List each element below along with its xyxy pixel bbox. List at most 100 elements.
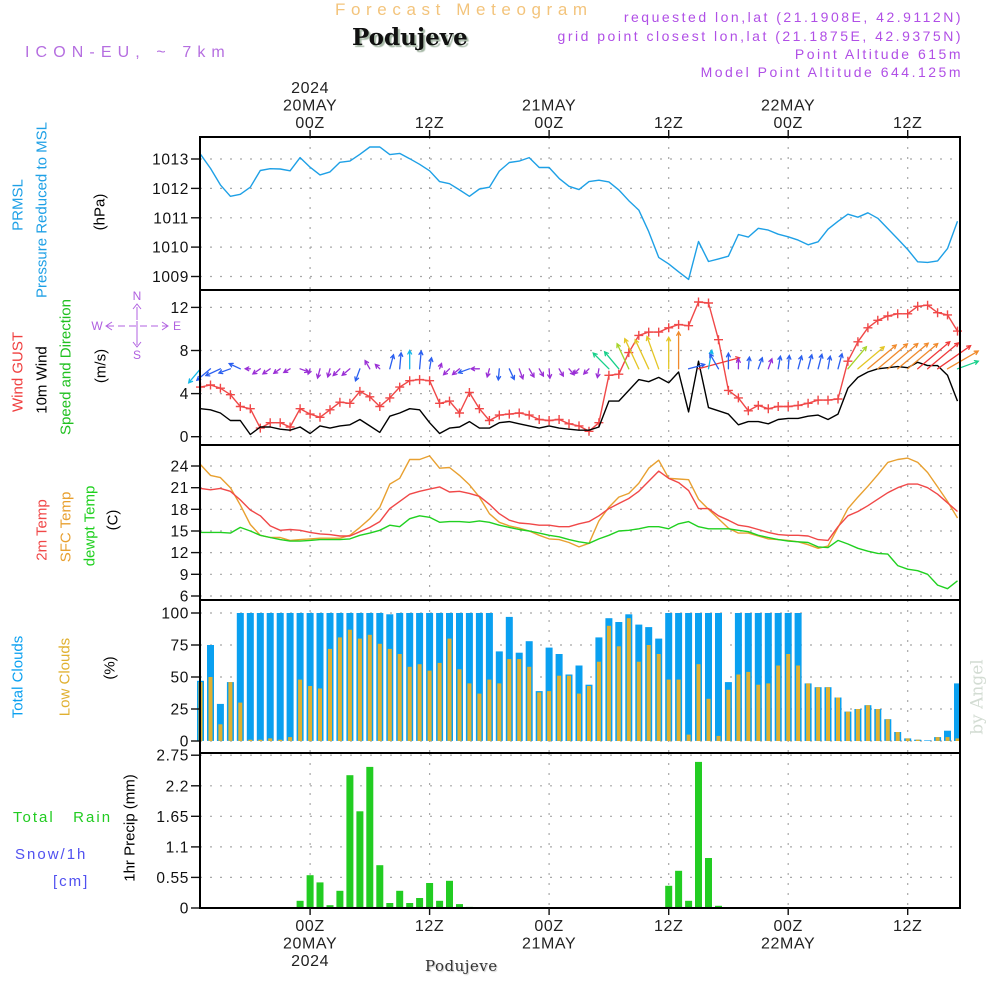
bar-low-clouds [248, 739, 253, 741]
wind-arrow-icon [645, 335, 660, 370]
bar-low-clouds [626, 618, 631, 741]
y-tick-label: 0 [180, 901, 189, 918]
gust-marker [873, 315, 883, 325]
y-tick-label: 0.55 [156, 870, 189, 887]
gust-marker [415, 375, 425, 385]
wind-arrow-icon [595, 368, 601, 379]
compass-south-arrowhead [132, 341, 142, 348]
bar-low-clouds [457, 669, 462, 741]
bar-low-clouds [816, 687, 821, 741]
wind-arrow-icon [261, 368, 271, 375]
wind-arrow-icon [603, 350, 620, 370]
bar-low-clouds [676, 679, 681, 741]
bar-low-clouds [367, 634, 372, 741]
bar-low-clouds [666, 679, 671, 741]
gust-marker [365, 392, 375, 402]
bar-low-clouds [836, 697, 840, 741]
time-label-top: 12Z [415, 115, 444, 132]
bar-low-clouds [337, 637, 342, 741]
bar-low-clouds [636, 661, 641, 741]
bar-total-rain [376, 865, 384, 908]
bar-low-clouds [527, 666, 532, 741]
wind-arrow-icon [907, 342, 939, 370]
data-layer [187, 146, 980, 909]
requested-coordinates: requested lon,lat (21.1908E, 42.9112N) [623, 9, 963, 25]
y-tick-label: 1013 [152, 152, 189, 169]
wind-arrow-icon [217, 368, 232, 375]
bar-total-rain [406, 903, 414, 908]
bar-low-clouds [228, 682, 233, 741]
bar-low-clouds [616, 646, 621, 741]
bar-total-clouds [256, 613, 264, 741]
wind-arrow-icon [897, 342, 930, 370]
bar-low-clouds [357, 638, 362, 741]
footer-location-label: Podujeve [425, 957, 498, 975]
panel-precipitation-frame [199, 752, 961, 909]
bar-total-clouds [685, 613, 693, 741]
compass-west-label: W [91, 319, 103, 333]
bar-total-rain [336, 890, 344, 908]
wind-arrow-icon [926, 342, 960, 370]
time-label-top: 12Z [893, 115, 922, 132]
gust-marker [853, 337, 863, 347]
bar-total-clouds [485, 613, 493, 741]
bar-total-clouds [216, 703, 224, 741]
panel-wind-data [187, 297, 980, 436]
bar-low-clouds [895, 732, 900, 741]
compass-north-label: N [133, 289, 142, 303]
wind-arrow-icon [528, 368, 535, 379]
wind-arrow-icon [437, 362, 443, 370]
gust-marker [315, 412, 325, 422]
bar-low-clouds [905, 738, 910, 741]
wind-arrow-icon [837, 352, 844, 370]
bar-total-rain [675, 870, 683, 908]
bar-total-rain [446, 880, 453, 908]
wind-arrow-icon [616, 342, 630, 370]
bar-low-clouds [696, 664, 701, 741]
bar-total-clouds [316, 613, 324, 741]
y-tick-label: 18 [171, 502, 189, 519]
total-rain-label: Total Rain [13, 809, 113, 826]
gust-marker [275, 418, 285, 428]
gust-marker [893, 309, 903, 319]
bar-low-clouds [776, 665, 781, 741]
bar-total-rain [316, 882, 324, 908]
gust-marker [504, 409, 514, 419]
snow-label: Snow/1h [15, 846, 88, 863]
gust-marker [574, 421, 584, 431]
bar-total-clouds [475, 613, 483, 741]
bar-total-clouds [675, 613, 683, 741]
wind-arrow-icon [807, 353, 814, 370]
bar-low-clouds [706, 698, 711, 741]
bar-low-clouds [826, 687, 830, 741]
bar-low-clouds [577, 693, 581, 741]
bar-low-clouds [447, 638, 452, 741]
bar-low-clouds [437, 662, 442, 741]
wind-arrow-icon [735, 357, 741, 370]
bar-total-clouds [715, 613, 722, 741]
bar-low-clouds [318, 688, 322, 741]
wind-arrow-icon [847, 345, 868, 370]
gust-marker [614, 369, 624, 379]
wind-arrow-icon [407, 349, 413, 370]
wind-direction-arrows [187, 330, 980, 384]
wind-arrow-icon [251, 368, 261, 375]
bar-total-rain [436, 900, 444, 908]
wind-arrow-icon [538, 368, 545, 378]
time-label-top: 20MAY [283, 98, 337, 115]
y-tick-label: 1012 [152, 181, 189, 198]
wind-arrow-icon [592, 352, 610, 370]
bar-total-clouds [665, 613, 673, 741]
time-label-top: 21MAY [522, 98, 576, 115]
wind-arrow-icon [187, 368, 202, 384]
wind-arrow-icon [767, 357, 774, 370]
compass-north-arrowhead [132, 303, 142, 310]
bar-low-clouds [517, 659, 522, 741]
gust-marker [913, 301, 923, 311]
wind-arrow-icon [364, 359, 371, 370]
gust-marker [793, 400, 803, 410]
wind-arrow-icon [623, 337, 640, 370]
wind-arrow-icon [354, 368, 361, 383]
gust-marker [225, 390, 235, 400]
